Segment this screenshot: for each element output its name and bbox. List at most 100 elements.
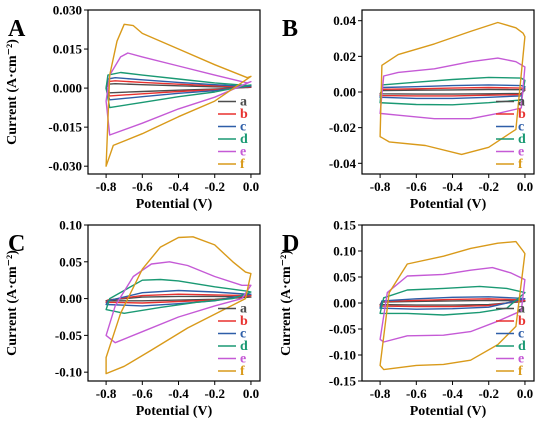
y-tick-label: 0.000 xyxy=(53,81,82,96)
x-tick-label: -0.4 xyxy=(442,386,463,401)
legend-label-d: d xyxy=(240,339,248,354)
cv-curve-e xyxy=(105,52,252,136)
y-tick-label: -0.05 xyxy=(329,322,357,337)
cv-curve-f xyxy=(105,23,252,167)
y-tick-label: 0.05 xyxy=(333,270,356,285)
y-tick-label: 0.10 xyxy=(59,218,82,233)
legend-label-b: b xyxy=(240,107,248,122)
panel-letter: B xyxy=(282,16,298,42)
x-tick-label: -0.6 xyxy=(132,179,153,194)
legend-label-a: a xyxy=(240,302,247,317)
x-tick-label: 0.0 xyxy=(243,386,259,401)
y-axis-title: Current (A·cm⁻²) xyxy=(5,250,20,356)
legend-label-a: a xyxy=(518,302,525,317)
x-tick-label: -0.2 xyxy=(204,386,225,401)
legend-label-b: b xyxy=(518,107,526,122)
y-tick-label: 0.10 xyxy=(333,244,356,259)
y-tick-label: 0.015 xyxy=(53,42,83,57)
y-axis-title: Current (A·cm⁻²) xyxy=(5,39,20,145)
x-tick-label: -0.8 xyxy=(96,386,117,401)
cv-curve-d xyxy=(379,76,526,106)
plot-frame xyxy=(361,9,535,175)
cv-curve-d xyxy=(379,285,526,316)
x-tick-label: 0.0 xyxy=(517,386,533,401)
y-tick-label: 0.04 xyxy=(333,13,356,28)
legend-label-b: b xyxy=(518,314,526,329)
panel-a: -0.8 -0.6 -0.4 -0.2 0.0 0.030 0.015 0.000 -0.015… xyxy=(5,3,261,212)
cv-curve-e xyxy=(379,57,526,120)
legend-label-a: a xyxy=(518,95,525,110)
y-tick-label: 0.00 xyxy=(59,291,82,306)
x-tick-label: -0.8 xyxy=(96,179,117,194)
y-tick-label: 0.00 xyxy=(333,85,356,100)
legend-label-d: d xyxy=(518,339,526,354)
y-tick-label: -0.015 xyxy=(48,120,82,135)
y-tick-label: -0.10 xyxy=(329,348,356,363)
cv-curve-c xyxy=(105,289,252,307)
legend-label-c: c xyxy=(240,120,246,135)
cv-curve-c xyxy=(379,296,526,310)
y-tick-label: 0.030 xyxy=(53,3,82,18)
y-tick-label: 0.05 xyxy=(59,254,82,269)
x-tick-label: -0.8 xyxy=(370,179,391,194)
panel-b: -0.8 -0.6 -0.4 -0.2 0.0 0.04 0.02 0.00 -0.02 -0.0… xyxy=(282,9,535,212)
legend-label-d: d xyxy=(518,132,526,147)
y-tick-label: 0.15 xyxy=(333,218,356,233)
legend-label-f: f xyxy=(518,157,523,172)
cv-curve-e xyxy=(379,266,526,343)
y-tick-label: -0.02 xyxy=(329,120,356,135)
legend-label-c: c xyxy=(518,120,524,135)
y-axis-title: Current (A·cm⁻²) xyxy=(279,250,294,356)
plot-frame xyxy=(87,224,261,382)
legend-label-c: c xyxy=(518,327,524,342)
legend-label-a: a xyxy=(240,95,247,110)
legend-label-e: e xyxy=(240,145,246,160)
x-tick-label: 0.0 xyxy=(243,179,259,194)
panel-letter: D xyxy=(282,231,299,257)
panel-c: -0.8 -0.6 -0.4 -0.2 0.0 0.10 0.05 0.00 -0.05 -0.1… xyxy=(5,218,261,419)
x-tick-label: -0.6 xyxy=(132,386,153,401)
cv-curve-e xyxy=(105,261,252,344)
x-tick-label: -0.8 xyxy=(370,386,391,401)
cv-curve-d xyxy=(105,71,252,109)
legend-label-e: e xyxy=(518,352,524,367)
y-tick-label: -0.04 xyxy=(329,156,357,171)
y-tick-label: -0.030 xyxy=(48,159,82,174)
legend-label-f: f xyxy=(240,157,245,172)
x-tick-label: -0.6 xyxy=(406,179,427,194)
x-tick-label: -0.4 xyxy=(168,386,189,401)
y-tick-label: 0.02 xyxy=(333,49,356,64)
x-axis-title: Potential (V) xyxy=(410,404,487,419)
x-tick-label: -0.4 xyxy=(168,179,189,194)
x-tick-label: -0.4 xyxy=(442,179,463,194)
plot-frame xyxy=(87,9,261,175)
cv-curve-b xyxy=(105,293,252,304)
y-tick-label: -0.15 xyxy=(329,374,357,389)
x-axis-title: Potential (V) xyxy=(136,197,213,212)
panel-d: -0.8 -0.6 -0.4 -0.2 0.0 0.15 0.10 0.05 0.00 -0.05… xyxy=(279,218,535,419)
x-tick-label: 0.0 xyxy=(517,179,533,194)
x-axis-title: Potential (V) xyxy=(410,197,487,212)
y-tick-label: -0.05 xyxy=(55,328,83,343)
panel-letter: A xyxy=(8,16,26,42)
legend-label-b: b xyxy=(240,314,248,329)
x-tick-label: -0.6 xyxy=(406,386,427,401)
y-tick-label: 0.00 xyxy=(333,296,356,311)
cv-curve-a xyxy=(379,88,526,95)
legend-label-f: f xyxy=(240,364,245,379)
x-tick-label: -0.2 xyxy=(204,179,225,194)
cv-curve-c xyxy=(105,77,252,101)
x-tick-label: -0.2 xyxy=(478,386,499,401)
legend-label-e: e xyxy=(518,145,524,160)
y-tick-label: -0.10 xyxy=(55,365,82,380)
legend-label-e: e xyxy=(240,352,246,367)
legend-label-f: f xyxy=(518,364,523,379)
cv-curve-f xyxy=(379,21,526,156)
cv-curve-a xyxy=(105,295,252,302)
legend-label-c: c xyxy=(240,327,246,342)
